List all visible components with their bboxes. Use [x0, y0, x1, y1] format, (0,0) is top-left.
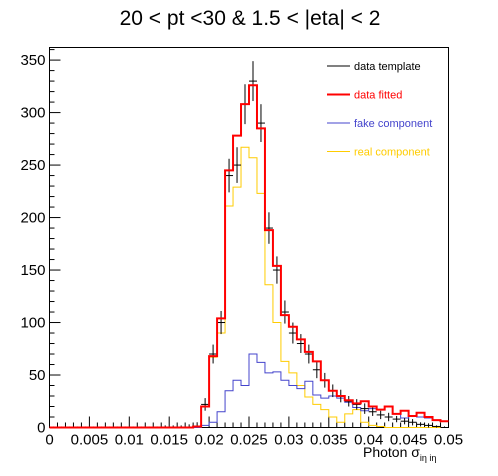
- x-tick-label: 0.015: [150, 432, 188, 449]
- x-axis-label-subscript: iη iη: [420, 453, 437, 463]
- x-tick-label: 0.045: [390, 432, 428, 449]
- y-tick-label: 50: [29, 367, 46, 384]
- legend-label: data fitted: [354, 90, 402, 102]
- series-data-fitted: [49, 84, 449, 429]
- y-tick-label: 350: [20, 52, 45, 69]
- x-tick-label: 0.035: [310, 432, 348, 449]
- chart-title: 20 < pt <30 & 1.5 < |eta| < 2: [120, 7, 381, 30]
- x-tick-label: 0.03: [274, 432, 303, 449]
- y-tick-label: 100: [20, 315, 45, 332]
- y-tick-label: 200: [20, 210, 45, 227]
- legend-label: data template: [354, 61, 421, 73]
- x-axis-label: Photon σiη iη: [363, 444, 436, 463]
- x-tick-label: 0.02: [194, 432, 223, 449]
- legend-label: real component: [354, 147, 430, 159]
- legend-label: fake component: [354, 118, 432, 130]
- y-tick-label: 150: [20, 262, 45, 279]
- x-axis-label-main: Photon σ: [363, 444, 420, 460]
- x-tick-label: 0: [45, 432, 53, 449]
- step-line: [49, 84, 449, 429]
- x-tick-label: 0.005: [71, 432, 109, 449]
- x-tick-label: 0.01: [115, 432, 144, 449]
- y-tick-label: 300: [20, 105, 45, 122]
- x-tick-label: 0.04: [354, 432, 383, 449]
- x-tick-label: 0.05: [434, 432, 463, 449]
- x-tick-label: 0.025: [230, 432, 268, 449]
- axis-ticks: 0 0.005 0.01 0.015 0.02 0.025 0.03 0.035 0.04 0.0…: [20, 49, 463, 449]
- legend: data template data fitted fake component re…: [327, 61, 432, 159]
- y-tick-label: 0: [37, 420, 45, 437]
- histogram-series: [49, 61, 449, 429]
- y-tick-label: 250: [20, 157, 45, 174]
